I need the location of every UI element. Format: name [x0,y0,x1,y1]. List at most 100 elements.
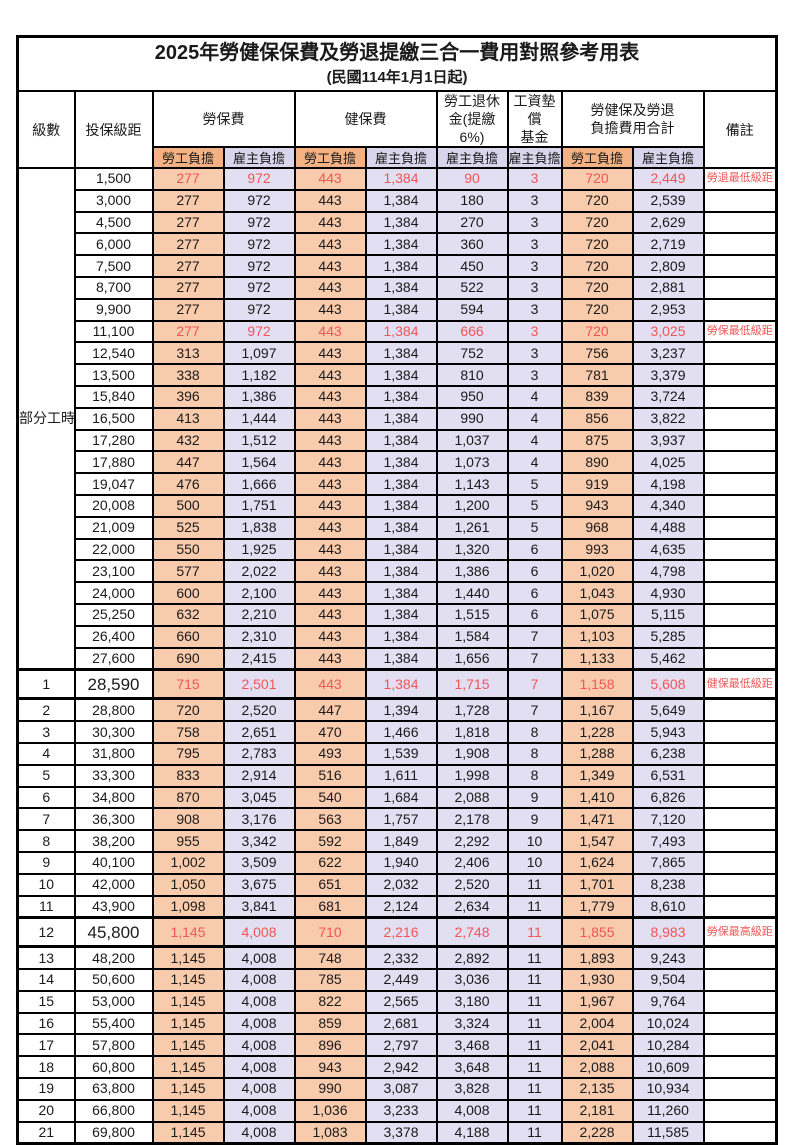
cell-wagefund-employer: 9 [506,807,563,832]
cell-note: 勞退最低級距 [702,167,778,191]
table-row: 6,000 277 972 443 1,384 360 3 720 2,719 [18,232,778,257]
cell-total-employer: 5,608 [631,668,705,701]
cell-health-worker: 785 [293,968,367,992]
cell-wagefund-employer: 3 [506,254,563,278]
cell-labor-employer: 4,008 [222,968,296,992]
cell-health-employer: 1,384 [364,363,438,387]
cell-wagefund-employer: 4 [506,428,563,453]
cell-health-worker: 859 [293,1011,367,1036]
table-body: 部分工時 1,500 277 972 443 1,384 90 3 720 2,449 勞退最低級距… [16,167,778,1145]
cell-labor-worker: 525 [151,515,225,540]
cell-total-employer: 6,826 [631,785,705,810]
cell-labor-worker: 277 [151,210,225,235]
cell-pension-employer: 522 [435,275,509,300]
cell-labor-worker: 720 [151,697,225,723]
table-row: 6 34,800 870 3,045 540 1,684 2,088 9 1,410 6,826 [16,785,778,810]
cell-wagefund-employer: 7 [506,624,563,649]
cell-total-worker: 1,228 [560,720,634,744]
cell-health-employer: 3,233 [364,1098,438,1123]
cell-wagefund-employer: 7 [506,697,563,723]
cell-pension-employer: 1,143 [435,472,509,496]
cell-total-worker: 1,075 [560,602,634,627]
subheader-wagefund-employer: 雇主負擔 [506,146,563,169]
table-row: 1 28,590 715 2,501 443 1,384 1,715 7 1,158 5,608 健… [16,668,778,701]
cell-note [702,1120,778,1145]
cell-labor-employer: 3,176 [222,807,296,832]
cell-total-worker: 1,020 [560,559,634,584]
cell-health-employer: 1,757 [364,807,438,832]
cell-total-employer: 3,937 [631,428,705,453]
cell-bracket: 17,280 [73,428,154,453]
cell-total-worker: 2,088 [560,1055,634,1080]
cell-wagefund-employer: 7 [506,646,563,671]
cell-bracket: 4,500 [73,210,154,235]
cell-pension-employer: 1,440 [435,581,509,605]
cell-total-employer: 7,493 [631,829,705,853]
cell-wagefund-employer: 7 [506,668,563,701]
cell-health-worker: 443 [293,210,367,235]
cell-pension-employer: 3,180 [435,989,509,1014]
cell-total-employer: 2,881 [631,275,705,300]
cell-total-worker: 756 [560,341,634,366]
cell-total-employer: 9,504 [631,968,705,992]
cell-pension-employer: 4,008 [435,1098,509,1123]
cell-level: 19 [16,1077,76,1101]
cell-health-employer: 1,384 [364,297,438,322]
cell-wagefund-employer: 11 [506,1033,563,1058]
cell-health-worker: 470 [293,720,367,744]
cell-level: 10 [16,872,76,897]
cell-bracket: 69,800 [73,1120,154,1145]
cell-health-worker: 443 [293,602,367,627]
cell-wagefund-employer: 11 [506,1011,563,1036]
cell-labor-worker: 413 [151,406,225,431]
table-row: 11,100 277 972 443 1,384 666 3 720 3,025 勞保最低級距 [18,319,778,344]
cell-labor-employer: 3,509 [222,850,296,875]
cell-total-employer: 5,285 [631,624,705,649]
cell-wagefund-employer: 3 [506,363,563,387]
cell-labor-employer: 4,008 [222,1011,296,1036]
cell-labor-employer: 4,008 [222,1120,296,1145]
cell-health-employer: 1,384 [364,406,438,431]
cell-note [702,581,778,605]
cell-labor-employer: 2,022 [222,559,296,584]
cell-wagefund-employer: 4 [506,450,563,475]
cell-total-worker: 993 [560,537,634,562]
table-row: 部分工時 1,500 277 972 443 1,384 90 3 720 2,449 勞退最低級距 [16,167,778,671]
cell-note: 勞保最高級距 [702,916,778,949]
cell-total-worker: 720 [560,319,634,344]
cell-health-worker: 443 [293,406,367,431]
col-header-labor-insurance: 勞保費 [151,90,296,148]
cell-level: 5 [16,763,76,788]
cell-health-employer: 1,849 [364,829,438,853]
col-header-note: 備註 [702,90,778,169]
cell-total-worker: 720 [560,254,634,278]
cell-level: 6 [16,785,76,810]
cell-pension-employer: 594 [435,297,509,322]
cell-note [702,188,778,213]
cell-labor-worker: 758 [151,720,225,744]
cell-health-employer: 1,384 [364,624,438,649]
cell-total-employer: 9,243 [631,945,705,971]
cell-total-worker: 1,624 [560,850,634,875]
table-row: 20 66,800 1,145 4,008 1,036 3,233 4,008 11 2,181… [16,1098,778,1123]
cell-labor-worker: 277 [151,275,225,300]
cell-note [702,341,778,366]
cell-total-worker: 856 [560,406,634,431]
cell-labor-employer: 4,008 [222,1077,296,1101]
cell-note [702,297,778,322]
cell-total-employer: 3,237 [631,341,705,366]
cell-total-worker: 2,181 [560,1098,634,1123]
cell-total-worker: 875 [560,428,634,453]
cell-labor-worker: 500 [151,493,225,518]
cell-labor-employer: 2,310 [222,624,296,649]
cell-bracket: 16,500 [73,406,154,431]
cell-note [702,1077,778,1101]
cell-labor-worker: 955 [151,829,225,853]
cell-pension-employer: 666 [435,319,509,344]
cell-level: 15 [16,989,76,1014]
cell-total-worker: 1,133 [560,646,634,671]
cell-bracket: 23,100 [73,559,154,584]
cell-health-employer: 1,466 [364,720,438,744]
cell-total-worker: 943 [560,493,634,518]
cell-wagefund-employer: 9 [506,785,563,810]
